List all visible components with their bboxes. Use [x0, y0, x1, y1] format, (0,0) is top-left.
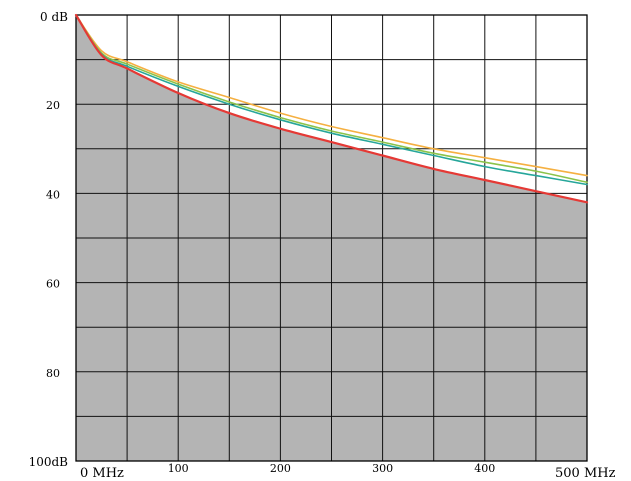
- x-tick-label: 200: [270, 462, 291, 475]
- x-tick-label: 400: [474, 462, 495, 475]
- series-line-3: [75, 14, 588, 186]
- x-tick-label: 500 MHz: [555, 466, 616, 481]
- x-tick-label: 0 MHz: [80, 466, 124, 481]
- y-tick-label: 20: [46, 99, 60, 112]
- plot-frame: [75, 14, 588, 462]
- series-line-2: [75, 14, 588, 184]
- y-tick-label: 60: [46, 278, 60, 291]
- x-tick-label: 300: [372, 462, 393, 475]
- series-line-1: [75, 14, 588, 177]
- series-line-4: [74, 13, 589, 204]
- y-tick-label: 0 dB: [40, 10, 68, 24]
- y-tick-label: 80: [46, 367, 60, 380]
- x-tick-label: 100: [168, 462, 189, 475]
- y-tick-label: 40: [46, 188, 60, 201]
- y-tick-label: 100dB: [29, 455, 69, 469]
